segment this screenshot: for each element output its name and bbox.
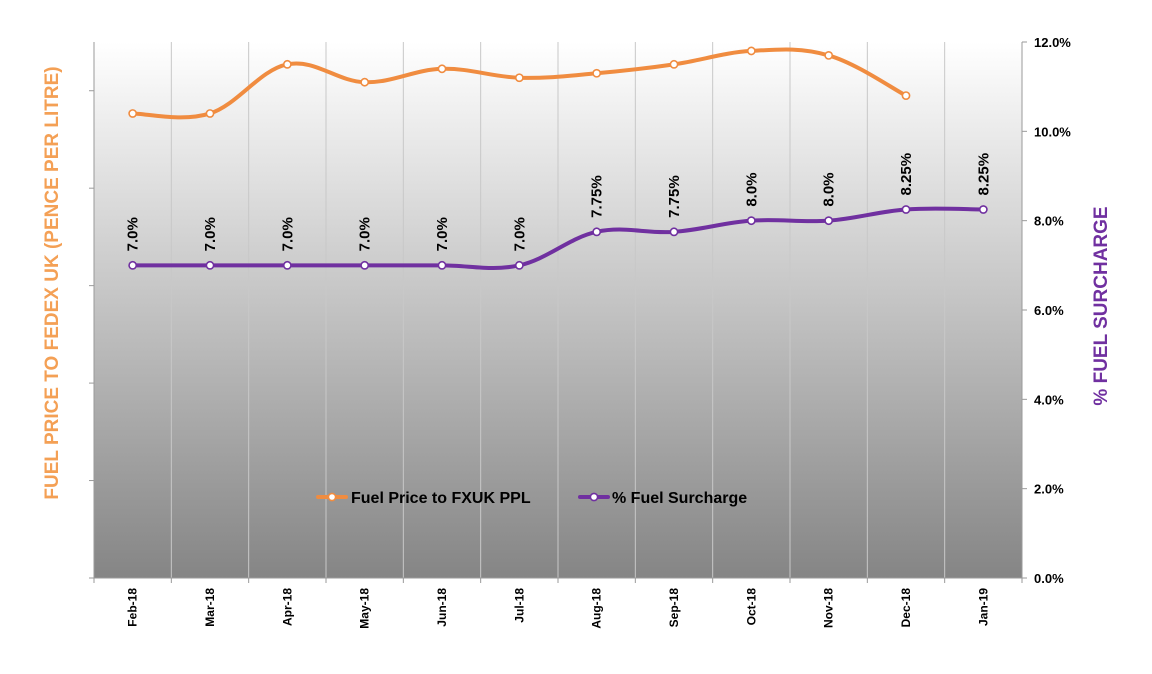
fuel-surcharge-point — [205, 260, 215, 270]
fuel-surcharge-point — [592, 227, 602, 237]
fuel-surcharge-point — [746, 216, 756, 226]
data-label-fuel-surcharge: 7.0% — [125, 217, 142, 251]
fuel-surcharge-point — [128, 260, 138, 270]
fuel-price-point — [128, 109, 138, 118]
right-axis-tick-label: 0.0% — [1034, 571, 1064, 586]
x-axis-tick-label: Nov-18 — [822, 588, 836, 628]
right-axis-tick-label: 10.0% — [1034, 124, 1071, 139]
fuel-surcharge-point — [824, 216, 834, 226]
legend-label-fuel-price: Fuel Price to FXUK PPL — [351, 490, 531, 507]
fuel-surcharge-point — [978, 205, 988, 214]
fuel-price-point — [360, 77, 370, 87]
right-axis-tick-label: 2.0% — [1034, 482, 1064, 497]
fuel-price-point — [282, 59, 292, 69]
series-layer — [128, 46, 988, 271]
x-axis-tick-label: Aug-18 — [590, 588, 604, 629]
fuel-price-point — [746, 46, 756, 56]
right-axis-tick-label: 8.0% — [1034, 214, 1064, 229]
data-label-fuel-surcharge: 8.0% — [821, 172, 838, 206]
fuel-price-point — [514, 73, 524, 83]
x-axis-tick-label: Sep-18 — [667, 588, 681, 628]
legend-label-fuel-surcharge: % Fuel Surcharge — [612, 490, 747, 507]
fuel-price-point — [205, 109, 215, 118]
fuel-surcharge-point — [360, 260, 370, 270]
data-label-fuel-surcharge: 8.25% — [975, 153, 992, 196]
gridlines — [170, 42, 946, 578]
data-label-fuel-surcharge: 7.0% — [357, 217, 374, 251]
legend-item-fuel-surcharge: % Fuel Surcharge — [578, 490, 747, 507]
x-axis-tick-label: Jan-19 — [976, 588, 990, 626]
x-axis-tick-label: Dec-18 — [899, 588, 913, 628]
fuel-surcharge-point — [901, 205, 911, 214]
fuel-surcharge-point — [437, 260, 447, 270]
data-label-fuel-surcharge: 7.0% — [279, 217, 296, 251]
fuel-price-point — [824, 51, 834, 60]
right-axis-ticks: 0.0% 2.0% 4.0% 6.0% 8.0% 10.0% 12.0% — [1022, 35, 1071, 586]
data-label-fuel-surcharge: 8.25% — [898, 153, 915, 196]
x-axis-tick-label: Jun-18 — [435, 588, 449, 627]
x-axis-tick-label: May-18 — [358, 588, 372, 629]
data-label-fuel-surcharge: 7.0% — [434, 217, 451, 251]
data-label-fuel-surcharge: 7.0% — [202, 217, 219, 251]
fuel-price-point — [592, 68, 602, 78]
data-label-fuel-surcharge: 7.0% — [511, 217, 528, 251]
x-axis-tick-label: Mar-18 — [203, 588, 217, 627]
left-axis-title: FUEL PRICE TO FEDEX UK (PENCE PER LITRE) — [42, 66, 63, 499]
data-label-fuel-surcharge: 7.75% — [589, 175, 606, 218]
right-axis-tick-label: 12.0% — [1034, 35, 1071, 50]
data-label-fuel-surcharge: 7.75% — [666, 175, 683, 218]
fuel-price-point — [669, 59, 679, 69]
legend-item-fuel-price: Fuel Price to FXUK PPL — [316, 490, 531, 507]
x-axis-ticks: Feb-18 Mar-18 Apr-18 May-18 Jun-18 Jul-18 Aug-… — [126, 588, 991, 629]
legend: Fuel Price to FXUK PPL % Fuel Surcharge — [316, 490, 747, 507]
fuel-surcharge-point — [669, 227, 679, 237]
fuel-surcharge-point — [514, 260, 524, 270]
data-label-fuel-surcharge: 8.0% — [743, 172, 760, 206]
right-axis-title: % FUEL SURCHARGE — [1091, 206, 1112, 405]
fuel-surcharge-point — [282, 260, 292, 270]
x-axis-tick-label: Feb-18 — [126, 588, 140, 627]
right-axis-tick-label: 4.0% — [1034, 392, 1064, 407]
right-axis-tick-label: 6.0% — [1034, 303, 1064, 318]
fuel-price-point — [901, 91, 911, 100]
x-axis-tick-label: Jul-18 — [512, 588, 526, 623]
series-line-fuel-surcharge — [130, 206, 986, 271]
data-labels: 7.0% 7.0% 7.0% 7.0% 7.0% 7.0% 7.75% 7.75% 8.0% 8.… — [125, 153, 993, 251]
fuel-price-point — [437, 64, 447, 74]
x-axis-tick-label: Apr-18 — [280, 588, 294, 626]
x-axis-tick-label: Oct-18 — [744, 588, 758, 626]
